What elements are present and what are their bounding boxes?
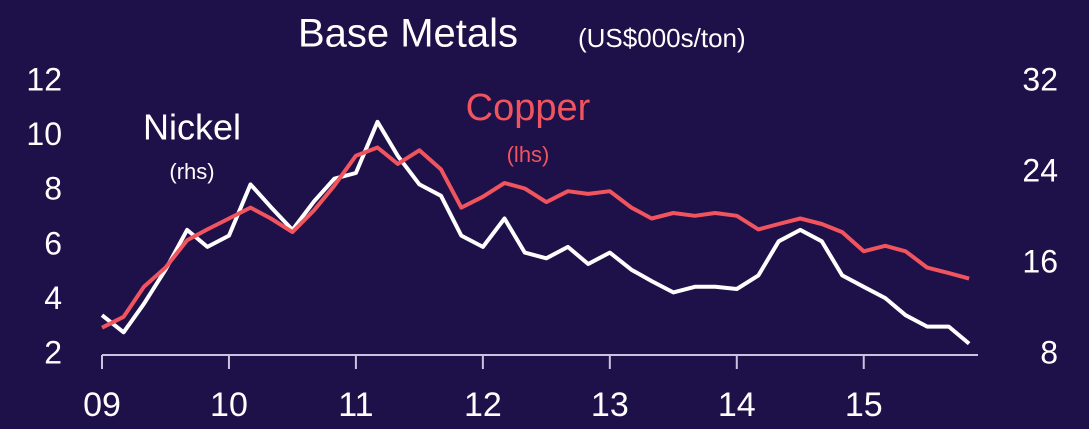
line-nickel	[100, 119, 971, 346]
x-tick-label: 10	[210, 386, 248, 424]
chart-subtitle: (US$000s/ton)	[578, 23, 746, 53]
x-tick-label: 09	[83, 386, 121, 424]
x-tick-label: 15	[845, 386, 883, 424]
annotation: (rhs)	[169, 159, 214, 184]
x-tick-label: 14	[718, 386, 756, 424]
chart-title: Base Metals	[298, 12, 518, 56]
y2-tick-label: 16	[1022, 243, 1058, 279]
annotation: Copper	[466, 87, 591, 129]
annotation: Nickel	[143, 107, 241, 148]
x-tick-label: 11	[338, 386, 373, 424]
y-tick-label: 2	[44, 334, 62, 370]
y2-tick-label: 24	[1022, 152, 1058, 188]
y2-tick-label: 32	[1022, 61, 1058, 97]
y-tick-label: 4	[44, 280, 62, 316]
x-tick-label: 12	[464, 386, 502, 424]
y-tick-label: 6	[44, 225, 62, 261]
y-tick-label: 10	[26, 116, 62, 152]
y-tick-label: 8	[44, 171, 62, 207]
y-tick-label: 12	[26, 61, 62, 97]
annotation: (lhs)	[507, 142, 550, 167]
y2-tick-label: 8	[1040, 334, 1058, 370]
line-copper	[101, 145, 970, 330]
x-tick-label: 13	[591, 386, 629, 424]
